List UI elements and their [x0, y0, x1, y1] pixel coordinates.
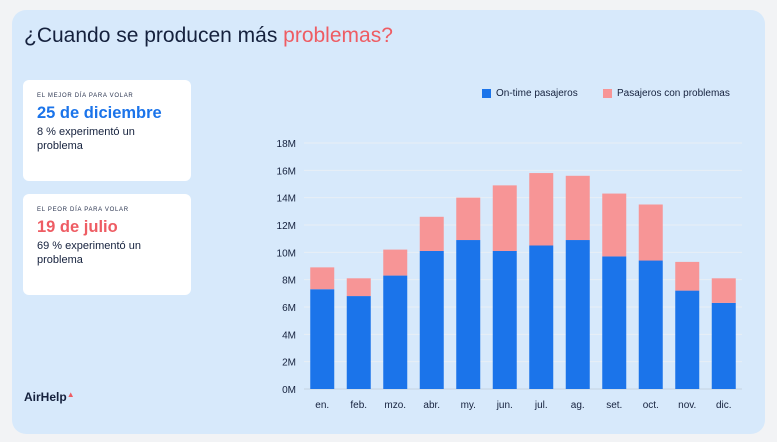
bar-problems-10: [638, 204, 663, 261]
x-tick-label-10: oct.: [643, 400, 659, 411]
x-tick-label-4: abr.: [423, 400, 440, 411]
y-tick-label-2: 2M: [282, 358, 296, 369]
y-tick-label-18: 18M: [277, 139, 296, 150]
y-tick-label-16: 16M: [277, 166, 296, 177]
bar-problems-3: [383, 249, 408, 276]
bar-ontime-10: [638, 260, 663, 389]
bar-problems-6: [492, 185, 517, 251]
x-tick-label-7: jul.: [534, 400, 548, 411]
y-tick-label-10: 10M: [277, 248, 296, 259]
best-day-label: EL MEJOR DÍA PARA VOLAR: [37, 93, 134, 99]
bar-problems-12: [711, 278, 736, 303]
best-day-description: 8 % experimentó un problema: [37, 126, 135, 152]
airhelp-logo: AirHelp▲: [24, 390, 75, 404]
y-tick-label-8: 8M: [282, 276, 296, 287]
bar-ontime-4: [419, 250, 444, 389]
y-tick-label-14: 14M: [277, 194, 296, 205]
y-tick-label-6: 6M: [282, 303, 296, 314]
title-highlight: problemas?: [283, 24, 393, 47]
bar-problems-1: [310, 267, 335, 290]
legend-label-problems: Pasajeros con problemas: [617, 88, 730, 99]
page-title: ¿Cuando se producen más problemas?: [24, 24, 393, 47]
bar-ontime-12: [711, 302, 736, 389]
y-tick-label-4: 4M: [282, 330, 296, 341]
legend-swatch-problems: [603, 89, 612, 98]
bar-ontime-5: [456, 240, 481, 389]
bar-problems-4: [419, 216, 444, 251]
y-tick-label-12: 12M: [277, 221, 296, 232]
x-tick-label-1: en.: [315, 400, 329, 411]
x-tick-label-11: nov.: [678, 400, 696, 411]
bar-problems-9: [602, 193, 627, 257]
bar-ontime-1: [310, 289, 335, 389]
best-day-date: 25 de diciembre: [37, 104, 162, 122]
bar-ontime-2: [346, 296, 371, 389]
x-tick-label-5: my.: [461, 400, 476, 411]
best-day-card: EL MEJOR DÍA PARA VOLAR 25 de diciembre …: [23, 80, 191, 181]
x-tick-label-6: jun.: [496, 400, 513, 411]
x-tick-label-2: feb.: [350, 400, 367, 411]
legend-label-ontime: On-time pasajeros: [496, 88, 578, 99]
bar-ontime-3: [383, 275, 408, 389]
bar-problems-8: [565, 175, 590, 241]
worst-day-description: 69 % experimentó un problema: [37, 240, 141, 266]
bar-ontime-9: [602, 256, 627, 389]
bar-ontime-8: [565, 240, 590, 389]
worst-day-label: EL PEOR DÍA PARA VOLAR: [37, 207, 129, 213]
x-tick-label-8: ag.: [571, 400, 585, 411]
bar-ontime-7: [529, 245, 554, 389]
bar-problems-2: [346, 278, 371, 297]
bar-problems-7: [529, 173, 554, 246]
worst-day-date: 19 de julio: [37, 218, 118, 236]
bar-ontime-11: [675, 290, 700, 389]
x-tick-label-12: dic.: [716, 400, 732, 411]
x-tick-label-3: mzo.: [384, 400, 406, 411]
x-tick-label-9: set.: [606, 400, 622, 411]
bar-ontime-6: [492, 250, 517, 389]
airhelp-logo-mark: ▲: [66, 390, 75, 399]
bar-problems-11: [675, 261, 700, 291]
y-tick-label-0: 0M: [282, 385, 296, 396]
legend-item-ontime: On-time pasajeros: [482, 88, 578, 99]
bar-problems-5: [456, 197, 481, 241]
legend-swatch-ontime: [482, 89, 491, 98]
worst-day-card: EL PEOR DÍA PARA VOLAR 19 de julio 69 % …: [23, 194, 191, 295]
legend-item-problems: Pasajeros con problemas: [603, 88, 730, 99]
